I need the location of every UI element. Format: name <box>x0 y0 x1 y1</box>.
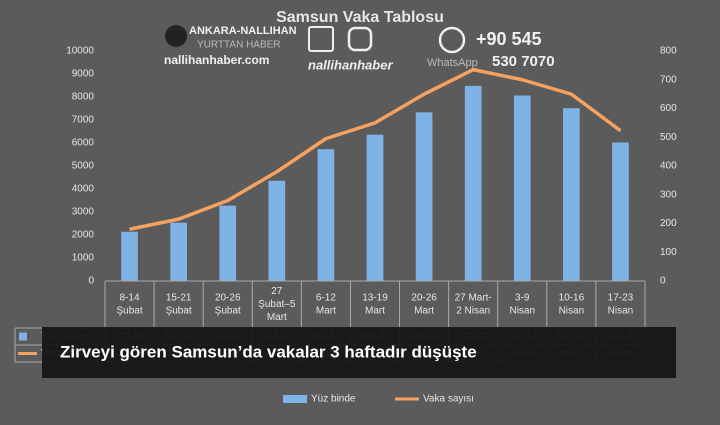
bar <box>415 112 433 281</box>
instagram-icon <box>347 26 373 52</box>
headline-banner <box>42 327 676 378</box>
legend-swatch <box>283 395 307 403</box>
x-tick-label: 20-26 <box>411 293 437 304</box>
bar <box>612 142 629 281</box>
y2-tick-label: 500 <box>660 132 677 143</box>
social: nallihanhaber <box>308 57 393 72</box>
x-tick-label: Şubat <box>166 306 192 317</box>
y-tick-label: 2000 <box>72 230 95 241</box>
bar <box>513 95 531 281</box>
logo-top: ANKARA-NALLIHAN <box>189 25 297 37</box>
whatsapp: WhatsApp <box>427 57 478 69</box>
legend-swatch <box>19 332 27 341</box>
x-tick-label: Nisan <box>559 306 585 317</box>
x-tick-label: 15-21 <box>166 293 192 304</box>
y2-tick-label: 400 <box>660 161 677 172</box>
logo-icon <box>165 25 187 47</box>
x-tick-label: 17-23 <box>608 293 634 304</box>
x-tick-label: 27 <box>271 286 283 297</box>
y2-tick-label: 100 <box>660 247 677 258</box>
phone: 530 7070 <box>492 53 555 70</box>
y2-tick-label: 600 <box>660 103 677 114</box>
y-tick-label: 1000 <box>72 253 95 264</box>
bar <box>170 222 187 281</box>
y2-tick-label: 0 <box>660 276 666 287</box>
facebook-icon <box>308 26 334 52</box>
x-tick-label: 10-16 <box>559 293 585 304</box>
x-tick-label: 20-26 <box>215 293 241 304</box>
x-tick-label: Mart <box>316 306 336 317</box>
x-tick-label: Nisan <box>608 306 634 317</box>
y2-tick-label: 300 <box>660 189 677 200</box>
whatsapp-icon <box>438 26 466 54</box>
phone: +90 545 <box>476 29 542 49</box>
y-tick-label: 10000 <box>66 46 94 57</box>
y-tick-label: 4000 <box>72 184 95 195</box>
y-tick-label: 5000 <box>72 161 95 172</box>
bar <box>366 134 384 281</box>
line <box>129 67 622 231</box>
y-tick-label: 3000 <box>72 207 95 218</box>
x-tick-label: Şubat <box>116 306 142 317</box>
bar <box>317 149 335 281</box>
y2-tick-label: 700 <box>660 74 677 85</box>
bar <box>464 85 482 281</box>
x-tick-label: 8-14 <box>120 293 140 304</box>
x-tick-label: Mart <box>365 306 385 317</box>
y2-tick-label: 200 <box>660 218 677 229</box>
logo-sub: YURTTAN HABER <box>197 40 281 51</box>
y-tick-label: 0 <box>88 276 94 287</box>
x-tick-label: 3-9 <box>515 293 530 304</box>
y-tick-label: 8000 <box>72 92 95 103</box>
bar <box>121 231 138 281</box>
legend-label: Yüz binde <box>311 394 356 405</box>
x-tick-label: 2 Nisan <box>456 306 490 317</box>
headline: Zirveyi gören Samsun’da vakalar 3 haftad… <box>60 342 477 361</box>
chart-title: Samsun Vaka Tablosu <box>276 9 444 26</box>
legend-label: Vaka sayısı <box>423 394 474 405</box>
x-tick-label: 13-19 <box>362 293 388 304</box>
bar <box>563 108 580 282</box>
y2-tick-label: 800 <box>660 46 677 57</box>
x-tick-label: 27 Mart- <box>455 293 492 304</box>
x-tick-label: Şubat–5 <box>258 299 296 310</box>
x-tick-label: 6-12 <box>316 293 336 304</box>
x-tick-label: Mart <box>414 306 434 317</box>
bar <box>268 180 286 281</box>
y-tick-label: 7000 <box>72 115 95 126</box>
y-tick-label: 6000 <box>72 138 95 149</box>
y-tick-label: 9000 <box>72 69 95 80</box>
x-tick-label: Şubat <box>215 306 241 317</box>
x-tick-label: Nisan <box>509 306 535 317</box>
bar <box>219 205 237 281</box>
x-tick-label: Mart <box>267 312 287 323</box>
site: nallihanhaber.com <box>164 53 269 67</box>
